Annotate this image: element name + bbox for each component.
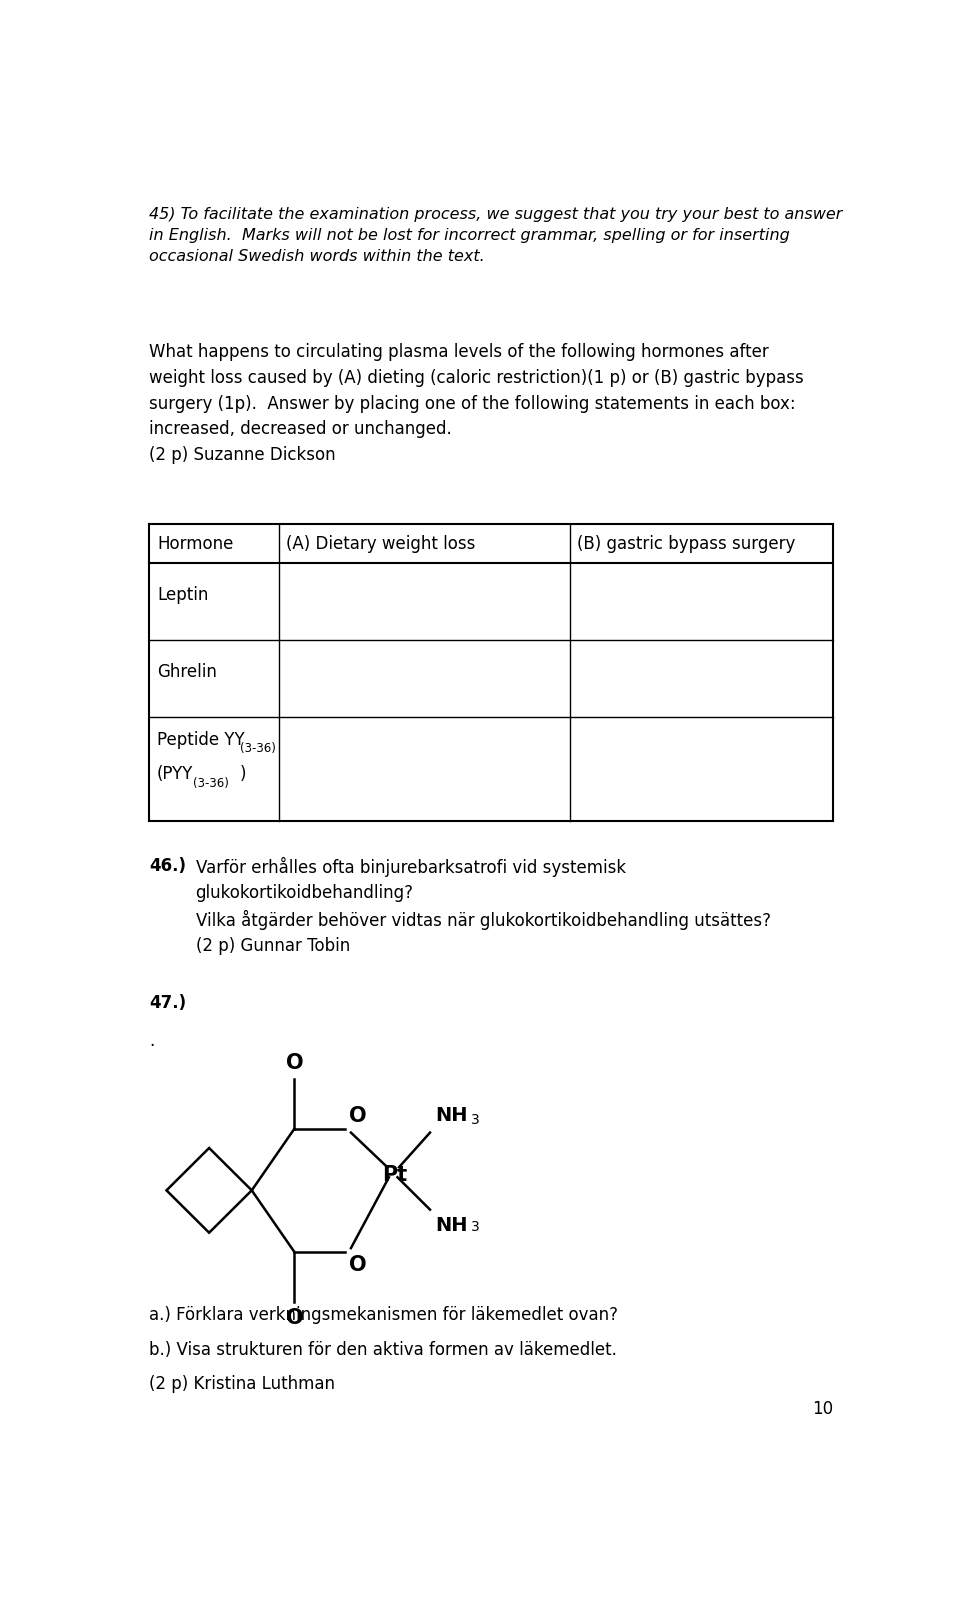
Text: Peptide YY: Peptide YY xyxy=(156,731,245,749)
Text: Ghrelin: Ghrelin xyxy=(156,663,217,681)
Text: (2 p) Kristina Luthman: (2 p) Kristina Luthman xyxy=(150,1375,335,1393)
Text: 45) To facilitate the examination process, we suggest that you try your best to : 45) To facilitate the examination proces… xyxy=(150,208,843,264)
Text: What happens to circulating plasma levels of the following hormones after
weight: What happens to circulating plasma level… xyxy=(150,343,804,464)
Text: 46.): 46.) xyxy=(150,857,186,874)
Text: 3: 3 xyxy=(471,1113,480,1127)
Text: (B) gastric bypass surgery: (B) gastric bypass surgery xyxy=(577,535,795,552)
Text: (PYY: (PYY xyxy=(156,765,193,784)
Text: 10: 10 xyxy=(812,1399,833,1417)
Text: (A) Dietary weight loss: (A) Dietary weight loss xyxy=(286,535,476,552)
Text: 3: 3 xyxy=(471,1220,480,1233)
Text: O: O xyxy=(285,1309,303,1328)
Text: Leptin: Leptin xyxy=(156,586,208,604)
Text: O: O xyxy=(348,1106,367,1125)
Text: a.) Förklara verkningsmekanismen för läkemedlet ovan?: a.) Förklara verkningsmekanismen för läk… xyxy=(150,1306,618,1323)
Text: Varför erhålles ofta binjurebarksatrofi vid systemisk
glukokortikoidbehandling?
: Varför erhålles ofta binjurebarksatrofi … xyxy=(196,857,771,955)
Text: O: O xyxy=(285,1053,303,1072)
Text: Pt: Pt xyxy=(382,1166,407,1185)
Text: .: . xyxy=(150,1032,155,1050)
Text: (3-36): (3-36) xyxy=(240,742,276,755)
Text: 47.): 47.) xyxy=(150,993,186,1013)
Text: (3-36): (3-36) xyxy=(193,776,228,789)
Text: NH: NH xyxy=(436,1216,468,1235)
Text: Hormone: Hormone xyxy=(156,535,233,552)
Text: ): ) xyxy=(239,765,246,784)
Text: b.) Visa strukturen för den aktiva formen av läkemedlet.: b.) Visa strukturen för den aktiva forme… xyxy=(150,1341,617,1359)
Text: O: O xyxy=(348,1256,367,1275)
Text: NH: NH xyxy=(436,1106,468,1125)
